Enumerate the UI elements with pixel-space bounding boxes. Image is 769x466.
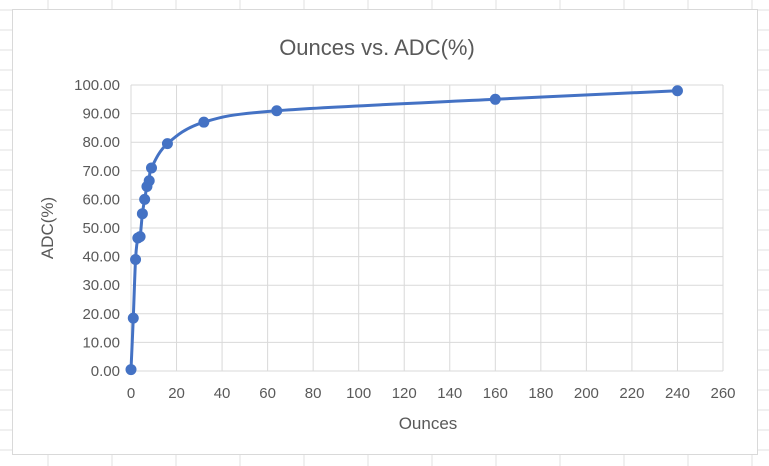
data-point[interactable] bbox=[198, 116, 210, 128]
y-tick-label: 90.00 bbox=[82, 106, 120, 123]
y-tick-label: 60.00 bbox=[82, 191, 120, 208]
data-point[interactable] bbox=[125, 364, 137, 376]
data-point[interactable] bbox=[489, 93, 501, 105]
chart-area[interactable]: Ounces vs. ADC(%) ADC(%) Ounces 0 20 40 60 8… bbox=[12, 9, 758, 455]
x-tick-label: 260 bbox=[710, 385, 735, 402]
data-point[interactable] bbox=[161, 138, 173, 150]
x-tick-label: 140 bbox=[437, 385, 462, 402]
data-point[interactable] bbox=[145, 162, 157, 174]
chart-svg: Ounces vs. ADC(%) ADC(%) Ounces 0 20 40 60 8… bbox=[38, 35, 736, 433]
y-axis-title: ADC(%) bbox=[38, 197, 57, 259]
x-tick-label: 220 bbox=[619, 385, 644, 402]
y-tick-label: 30.00 bbox=[82, 277, 120, 294]
y-tick-label: 20.00 bbox=[82, 306, 120, 323]
chart-title: Ounces vs. ADC(%) bbox=[279, 35, 475, 60]
x-tick-label: 0 bbox=[127, 385, 135, 402]
x-tick-label: 100 bbox=[346, 385, 371, 402]
y-tick-label: 50.00 bbox=[82, 220, 120, 237]
data-point[interactable] bbox=[136, 208, 148, 220]
y-tick-label: 40.00 bbox=[82, 249, 120, 266]
x-tick-label: 60 bbox=[259, 385, 276, 402]
x-tick-label: 40 bbox=[214, 385, 231, 402]
x-tick-label: 80 bbox=[305, 385, 322, 402]
x-tick-label: 180 bbox=[528, 385, 553, 402]
data-point[interactable] bbox=[134, 231, 146, 243]
data-point[interactable] bbox=[127, 312, 139, 324]
x-tick-label: 240 bbox=[665, 385, 690, 402]
y-tick-label: 10.00 bbox=[82, 334, 120, 351]
y-tick-label: 0.00 bbox=[91, 363, 120, 380]
x-tick-label: 20 bbox=[168, 385, 185, 402]
y-tick-label: 80.00 bbox=[82, 134, 120, 151]
x-tick-label: 200 bbox=[574, 385, 599, 402]
x-tick-label: 160 bbox=[483, 385, 508, 402]
data-point[interactable] bbox=[671, 85, 683, 97]
data-point[interactable] bbox=[143, 175, 155, 187]
data-point[interactable] bbox=[130, 253, 142, 265]
x-axis-title: Ounces bbox=[399, 414, 458, 433]
x-tick-label: 120 bbox=[392, 385, 417, 402]
y-tick-label: 70.00 bbox=[82, 163, 120, 180]
data-point[interactable] bbox=[271, 105, 283, 117]
plot-area: 0 20 40 60 80 100 120 140 160 180 200 220 240 260 0.00… bbox=[74, 77, 735, 402]
y-tick-label: 100.00 bbox=[74, 77, 120, 94]
data-point[interactable] bbox=[139, 193, 151, 205]
